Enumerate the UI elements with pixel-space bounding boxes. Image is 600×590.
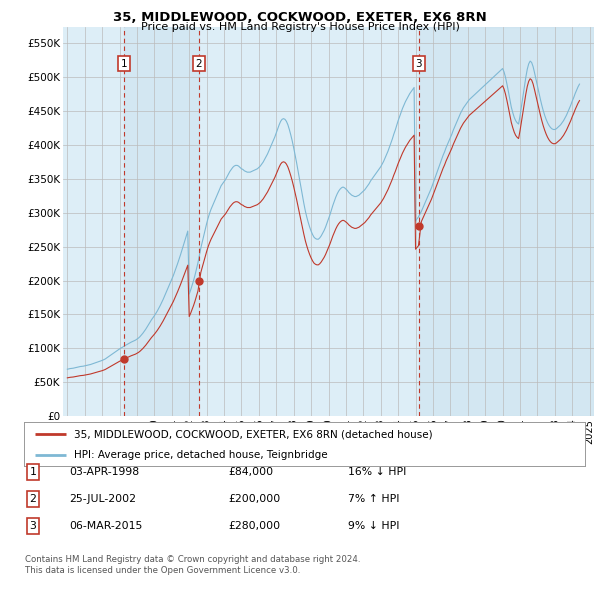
Text: £84,000: £84,000	[228, 467, 273, 477]
Text: 7% ↑ HPI: 7% ↑ HPI	[348, 494, 400, 504]
Text: £280,000: £280,000	[228, 522, 280, 531]
Bar	[419, 27, 594, 416]
Text: 03-APR-1998: 03-APR-1998	[69, 467, 139, 477]
Text: 2: 2	[196, 59, 202, 69]
Text: 2: 2	[29, 494, 37, 504]
Text: 1: 1	[29, 467, 37, 477]
Text: Contains HM Land Registry data © Crown copyright and database right 2024.
This d: Contains HM Land Registry data © Crown c…	[25, 555, 361, 575]
Text: 3: 3	[415, 59, 422, 69]
Bar	[124, 27, 199, 416]
Text: £200,000: £200,000	[228, 494, 280, 504]
Text: 35, MIDDLEWOOD, COCKWOOD, EXETER, EX6 8RN: 35, MIDDLEWOOD, COCKWOOD, EXETER, EX6 8R…	[113, 11, 487, 24]
Text: 3: 3	[29, 522, 37, 531]
Text: 16% ↓ HPI: 16% ↓ HPI	[348, 467, 406, 477]
Text: 9% ↓ HPI: 9% ↓ HPI	[348, 522, 400, 531]
Text: 1: 1	[121, 59, 127, 69]
Text: 06-MAR-2015: 06-MAR-2015	[69, 522, 142, 531]
Text: HPI: Average price, detached house, Teignbridge: HPI: Average price, detached house, Teig…	[74, 450, 328, 460]
Text: 35, MIDDLEWOOD, COCKWOOD, EXETER, EX6 8RN (detached house): 35, MIDDLEWOOD, COCKWOOD, EXETER, EX6 8R…	[74, 430, 433, 439]
Text: 25-JUL-2002: 25-JUL-2002	[69, 494, 136, 504]
Text: Price paid vs. HM Land Registry's House Price Index (HPI): Price paid vs. HM Land Registry's House …	[140, 22, 460, 32]
